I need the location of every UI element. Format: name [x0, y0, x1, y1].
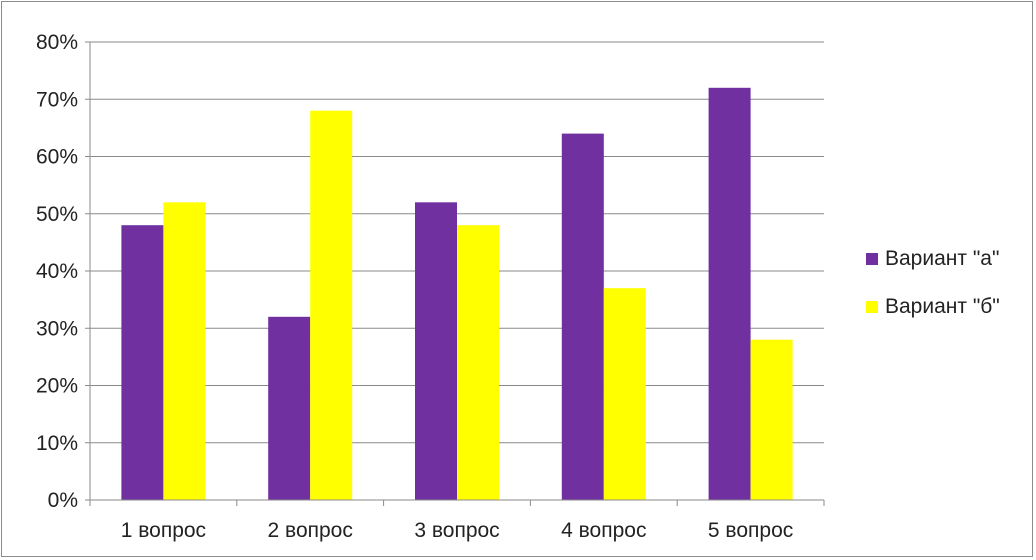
- y-tick-label: 40%: [36, 260, 78, 283]
- bar-a-3: [415, 202, 457, 501]
- legend-swatch: [866, 253, 878, 265]
- bar-b-3: [457, 225, 499, 500]
- bar-b-1: [163, 202, 206, 501]
- y-tick-label: 60%: [36, 146, 78, 169]
- y-tick-label: 50%: [36, 203, 78, 226]
- legend: Вариант "а" Вариант "б": [866, 247, 1000, 318]
- bar-a-1: [121, 225, 164, 500]
- x-axis: [89, 42, 825, 506]
- bar-a-2: [268, 316, 311, 500]
- bar-b-2: [310, 110, 353, 500]
- bar-b-4: [603, 288, 646, 500]
- bar-a-4: [561, 133, 604, 500]
- bar-b-5: [750, 339, 793, 500]
- legend-label: Вариант "б": [885, 295, 1000, 318]
- y-axis-ticks: 0% 10% 20% 30% 40% 50% 60% 70% 80%: [36, 31, 90, 512]
- y-tick-label: 80%: [36, 31, 78, 54]
- x-axis-ticks: 1 вопрос 2 вопрос 3 вопрос 4 вопрос 5 вопрос: [121, 519, 794, 542]
- y-tick-label: 10%: [36, 432, 78, 455]
- legend-label: Вариант "а": [885, 247, 999, 270]
- x-tick-label: 4 вопрос: [561, 519, 646, 542]
- x-tick-label: 1 вопрос: [121, 519, 206, 542]
- x-tick-label: 3 вопрос: [414, 519, 499, 542]
- y-tick-label: 0%: [48, 489, 78, 512]
- x-tick-label: 5 вопрос: [708, 519, 793, 542]
- bar-a-5: [708, 87, 751, 501]
- y-tick-label: 20%: [36, 375, 78, 398]
- y-tick-label: 70%: [36, 88, 78, 111]
- y-tick-label: 30%: [36, 317, 78, 340]
- bars: [121, 87, 793, 501]
- x-tick-label: 2 вопрос: [268, 519, 353, 542]
- legend-swatch: [866, 301, 878, 313]
